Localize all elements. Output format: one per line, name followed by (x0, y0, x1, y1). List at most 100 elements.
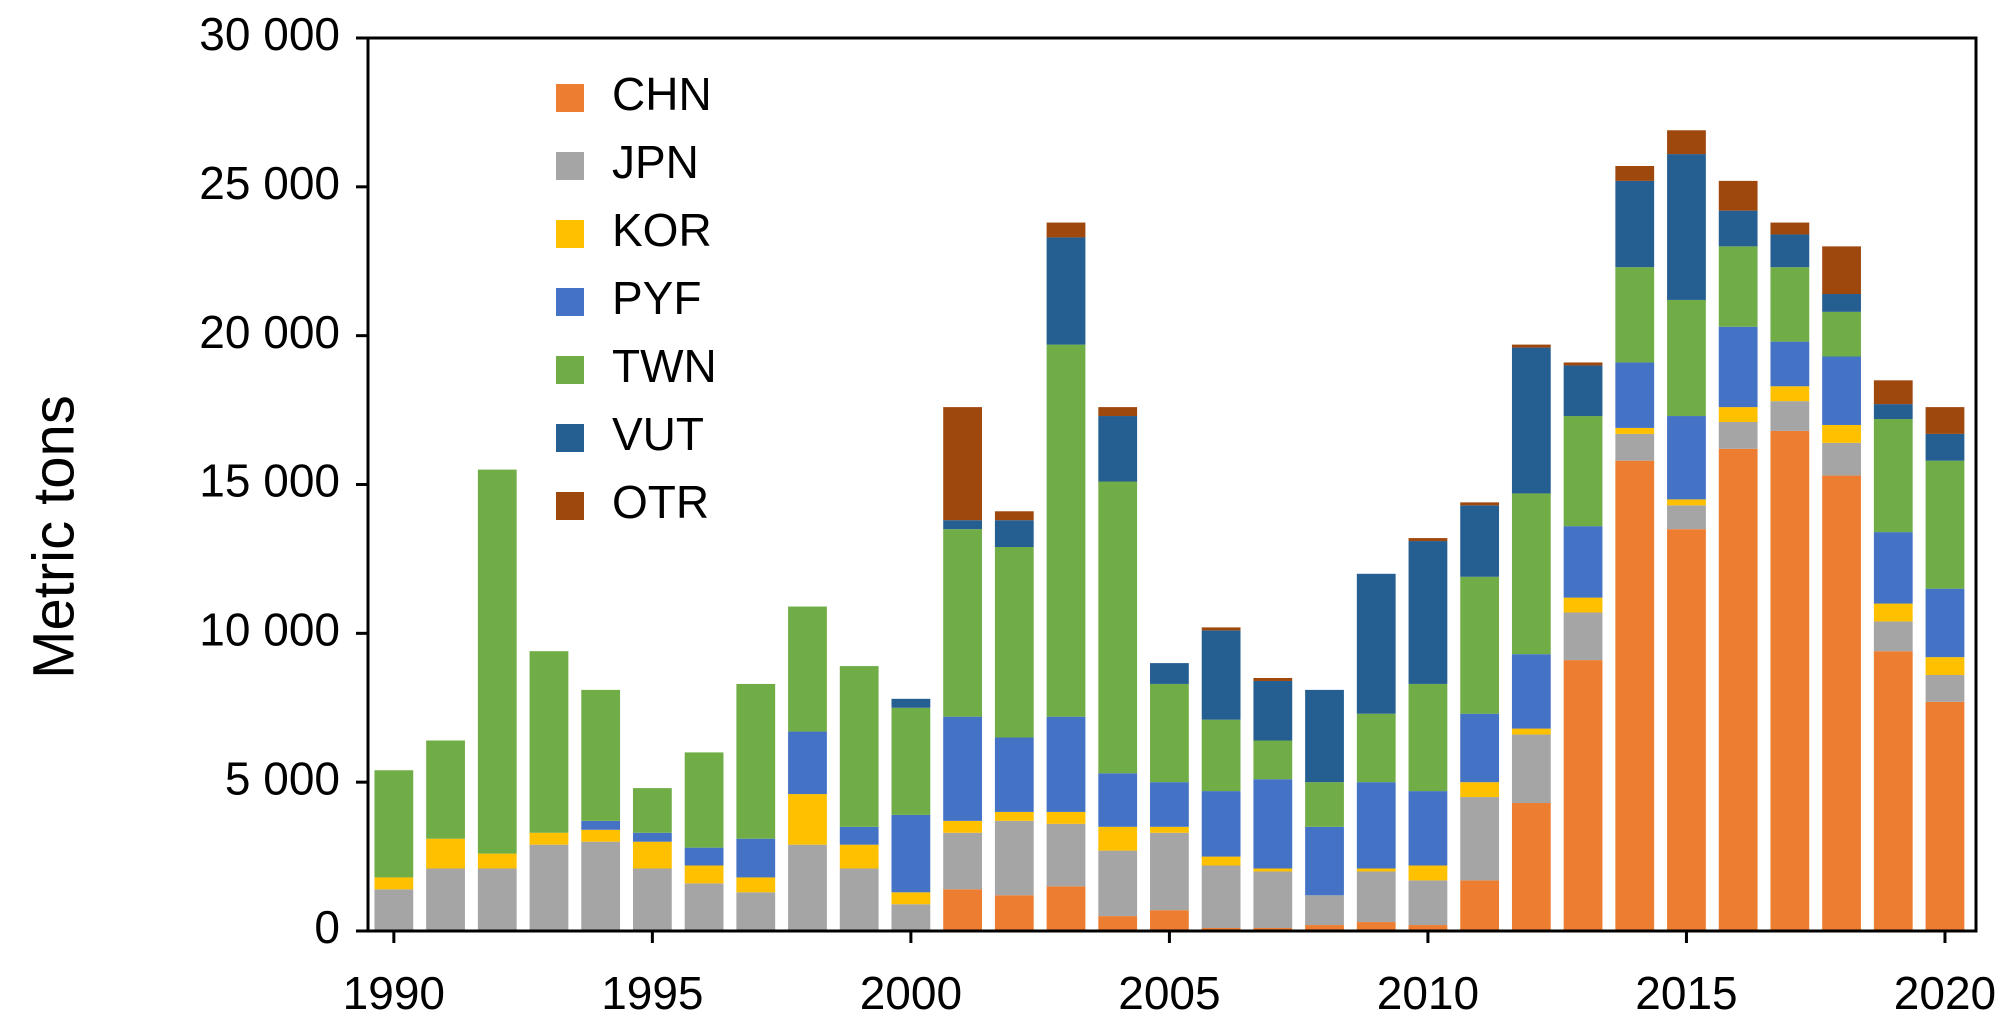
bar-segment (1873, 532, 1913, 604)
x-tick-label: 1995 (601, 967, 703, 1019)
bar-segment (1150, 663, 1189, 684)
bar-segment (1615, 180, 1655, 268)
bar-segment (1356, 713, 1396, 783)
bar-segment (1563, 416, 1603, 527)
bar-segment (1408, 683, 1448, 792)
bar-segment (426, 838, 465, 869)
bar-segment (1615, 165, 1655, 181)
bar-segment (994, 811, 1034, 821)
bar-segment (1718, 246, 1758, 327)
bar-segment (374, 889, 414, 931)
bar-segment (1098, 416, 1138, 482)
bar-segment (1615, 427, 1655, 434)
y-tick-label: 15 000 (199, 455, 340, 507)
bar-segment (1150, 826, 1189, 833)
bar-segment (1408, 865, 1448, 881)
legend-swatch (556, 288, 584, 316)
bar-segment (529, 844, 569, 931)
bar-segment (1253, 740, 1293, 780)
legend-label: TWN (612, 340, 717, 392)
y-tick-label: 20 000 (199, 306, 340, 358)
bar-segment (839, 868, 879, 931)
bar-segment (1098, 773, 1138, 827)
y-tick-label: 5 000 (225, 752, 340, 804)
bar-segment (477, 469, 517, 854)
bar-segment (1925, 588, 1965, 658)
bar-segment (1822, 356, 1861, 425)
bar-segment (529, 832, 569, 845)
bar-segment (1201, 856, 1241, 866)
bar-segment (839, 666, 879, 827)
bar-segment (684, 883, 724, 931)
bar-segment (1718, 407, 1758, 422)
bar-segment (891, 814, 931, 893)
bar-segment (1873, 651, 1913, 931)
bar-segment (1718, 421, 1758, 449)
bar-segment (1201, 791, 1241, 857)
bar-segment (477, 853, 517, 869)
bar-segment (1046, 886, 1086, 931)
y-tick-label: 0 (314, 901, 340, 953)
bar-segment (788, 731, 827, 795)
bar-segment (994, 820, 1034, 896)
bar-segment (1305, 689, 1344, 783)
bar-segment (1511, 493, 1551, 655)
bar-segment (1408, 791, 1448, 866)
bar-segment (788, 794, 827, 845)
x-tick-label: 2020 (1894, 967, 1996, 1019)
bar-segment (1305, 895, 1344, 926)
bar-segment (943, 820, 982, 833)
x-tick-label: 1990 (343, 967, 445, 1019)
bar-segment (1201, 865, 1241, 929)
bar-segment (581, 689, 621, 821)
x-tick-label: 2015 (1635, 967, 1737, 1019)
bar-segment (1046, 823, 1086, 887)
y-tick-label: 30 000 (199, 8, 340, 60)
bar-segment (1822, 293, 1861, 312)
bar-segment (1873, 404, 1913, 420)
bar-segment (1563, 612, 1603, 661)
bar-segment (1460, 797, 1500, 881)
bar-segment (374, 877, 414, 890)
bar-segment (1305, 925, 1344, 931)
bar-segment (1460, 782, 1500, 798)
bar-segment (1770, 386, 1810, 402)
bar-segment (1822, 424, 1861, 443)
bar-segment (1098, 850, 1138, 917)
bar-segment (994, 547, 1034, 738)
bar-segment (788, 606, 827, 732)
bar-segment (1253, 868, 1293, 872)
bar-segment (1718, 448, 1758, 931)
bar-segment (684, 752, 724, 848)
bar-segment (1511, 734, 1551, 804)
bar-segment (581, 820, 621, 830)
bar-segment (1667, 529, 1706, 931)
bar-segment (1615, 460, 1655, 931)
bar-segment (1253, 871, 1293, 929)
bar-segment (1356, 871, 1396, 923)
bar-segment (1511, 728, 1551, 735)
bar-segment (1046, 344, 1086, 717)
bar-segment (1925, 407, 1965, 434)
bar-segment (1511, 344, 1551, 348)
bar-segment (1511, 654, 1551, 729)
bar-segment (943, 716, 982, 821)
bar-segment (477, 868, 517, 931)
bar-segment (1563, 597, 1603, 613)
bar-segment (684, 847, 724, 866)
bar-segment (1718, 180, 1758, 211)
bar-segment (632, 868, 672, 931)
bar-segment (1925, 460, 1965, 589)
bar-segment (1098, 481, 1138, 774)
legend-swatch (556, 84, 584, 112)
bar-segment (1253, 779, 1293, 869)
bar-segment (1305, 826, 1344, 896)
bar-segment (1150, 782, 1189, 827)
bar-segment (1563, 365, 1603, 417)
bar-segment (1563, 362, 1603, 366)
legend-label: CHN (612, 68, 712, 120)
bar-segment (1408, 925, 1448, 931)
bar-segment (426, 868, 465, 931)
bar-segment (632, 841, 672, 869)
